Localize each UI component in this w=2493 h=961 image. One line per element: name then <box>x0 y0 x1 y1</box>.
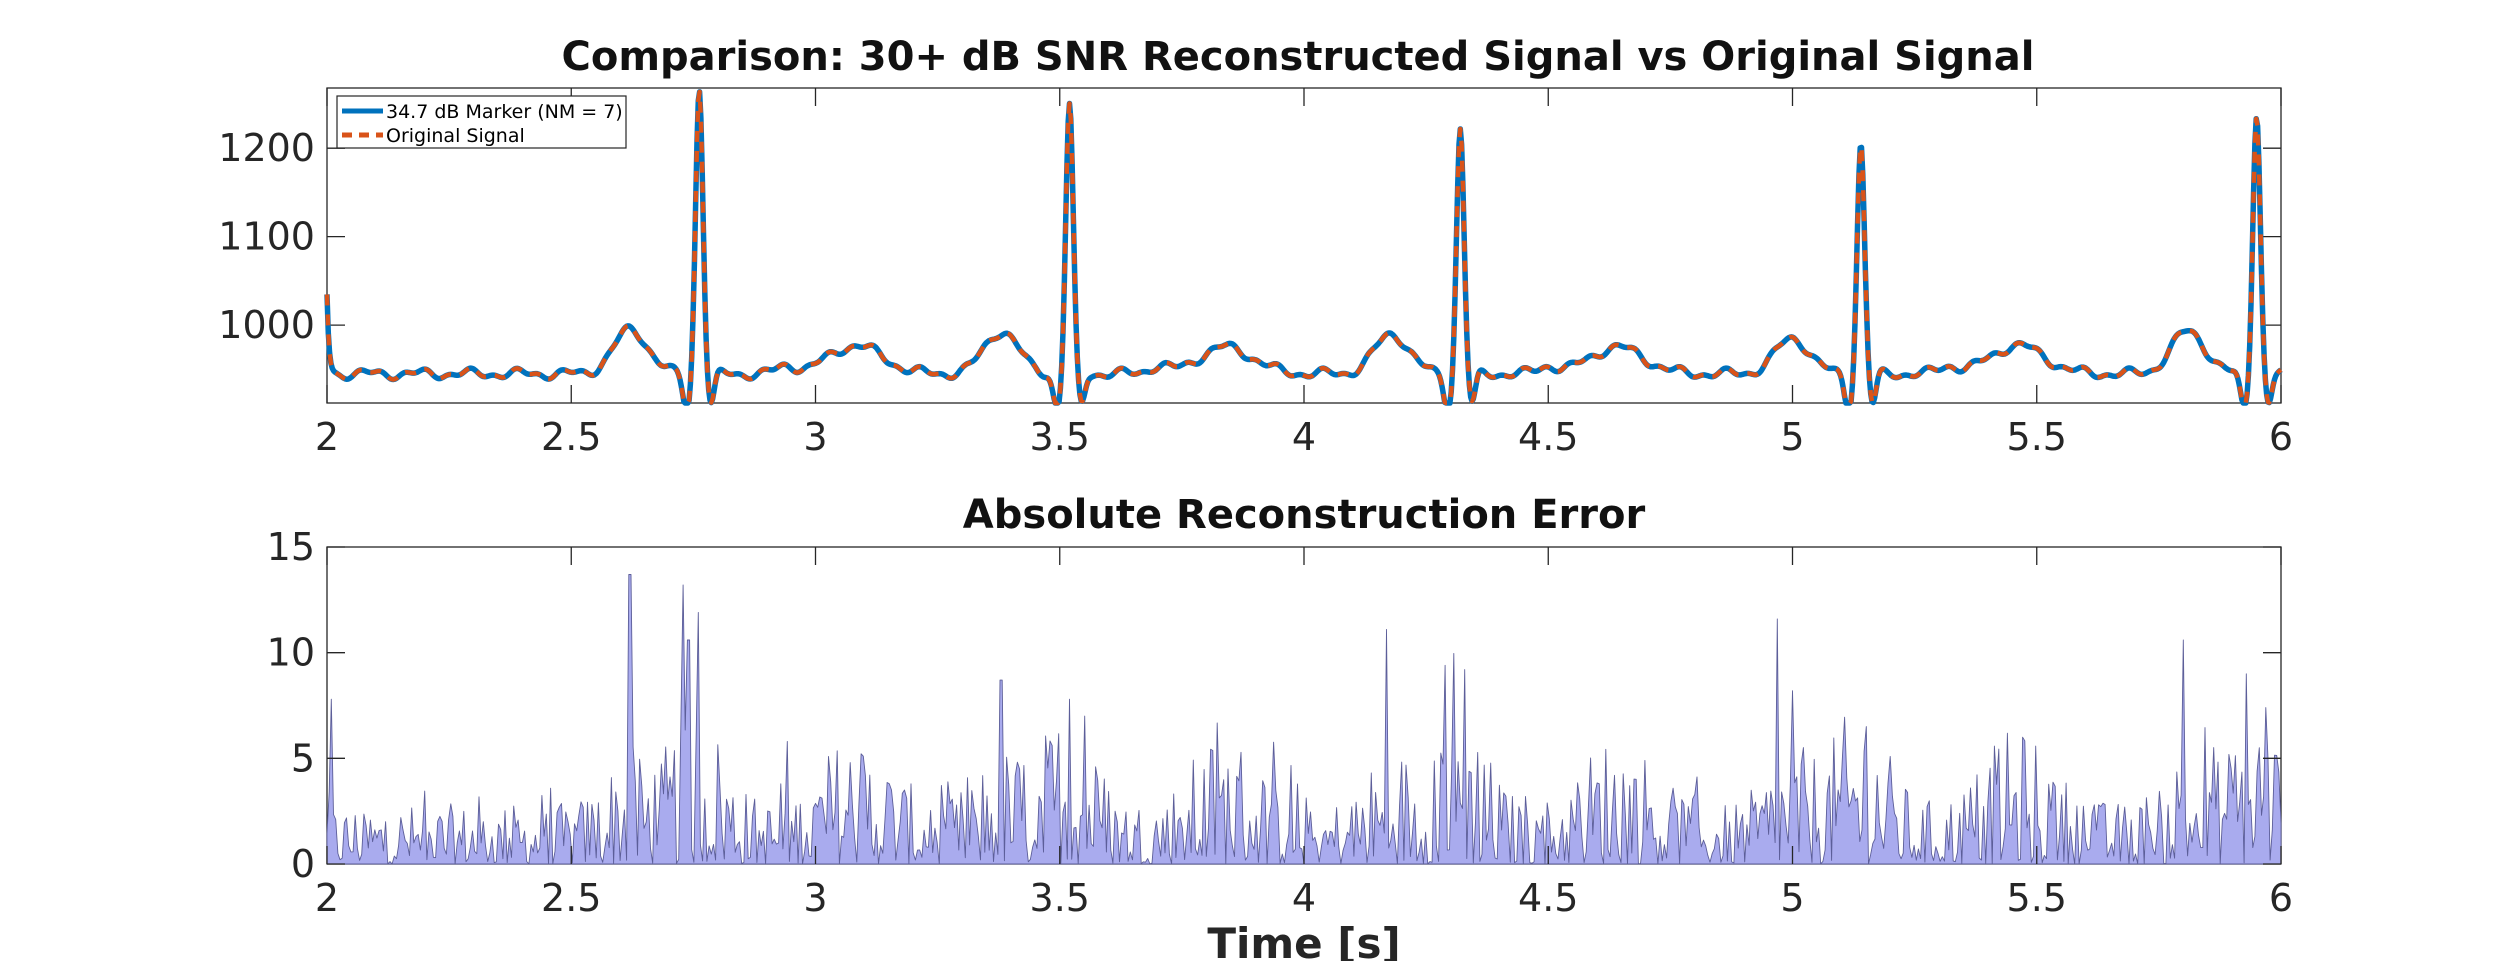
y-tick-label: 10 <box>267 631 315 675</box>
x-tick-label: 3 <box>803 415 827 459</box>
x-tick-label: 2 <box>315 415 339 459</box>
x-tick-label: 5 <box>1780 876 1804 920</box>
signal-comparison-chart: Comparison: 30+ dB SNR Reconstructed Sig… <box>218 34 2293 459</box>
x-tick-label: 5.5 <box>2007 415 2067 459</box>
error-area <box>326 574 2282 865</box>
x-tick-label: 5.5 <box>2007 876 2067 920</box>
legend-box <box>336 95 627 149</box>
plot-area <box>326 546 2282 865</box>
legend: 34.7 dB Marker (NM = 7) Original Signal <box>336 95 627 149</box>
y-tick-label: 15 <box>267 525 315 569</box>
series-lines <box>324 89 2283 406</box>
x-tick-label: 3.5 <box>1030 876 1090 920</box>
x-tick-label: 6 <box>2269 876 2293 920</box>
error-area-fill <box>326 574 2282 865</box>
x-tick-label: 4 <box>1292 415 1316 459</box>
chart-title: Comparison: 30+ dB SNR Reconstructed Sig… <box>562 34 2035 80</box>
x-tick-label: 4 <box>1292 876 1316 920</box>
y-tick-label: 5 <box>291 736 315 780</box>
x-tick-label: 4.5 <box>1518 415 1578 459</box>
x-tick-label: 2.5 <box>541 876 601 920</box>
series-line-original <box>324 89 2283 406</box>
chart-title: Absolute Reconstruction Error <box>963 492 1646 538</box>
y-tick-label: 1000 <box>218 303 315 347</box>
x-tick-label: 3 <box>803 876 827 920</box>
x-tick-label: 2 <box>315 876 339 920</box>
y-axis: 1000 1100 1200 <box>218 126 2281 347</box>
x-tick-label: 5 <box>1780 415 1804 459</box>
y-tick-label: 1100 <box>218 215 315 259</box>
x-tick-label: 3.5 <box>1030 415 1090 459</box>
legend-label-original: Original Signal <box>386 125 525 147</box>
x-axis: 2 2.5 3 3.5 4 4.5 5 5.5 6 <box>315 88 2293 459</box>
reconstruction-error-chart: Absolute Reconstruction Error 0 5 10 15 2 2.… <box>267 492 2293 961</box>
x-axis: 2 2.5 3 3.5 4 4.5 5 5.5 6 <box>315 547 2293 920</box>
y-tick-label: 0 <box>291 842 315 886</box>
x-tick-label: 2.5 <box>541 415 601 459</box>
y-axis: 0 5 10 15 <box>267 525 2281 886</box>
x-tick-label: 6 <box>2269 415 2293 459</box>
x-axis-label: Time [s] <box>1207 919 1400 961</box>
y-tick-label: 1200 <box>218 126 315 170</box>
x-tick-label: 4.5 <box>1518 876 1578 920</box>
legend-label-reconstructed: 34.7 dB Marker (NM = 7) <box>386 101 623 123</box>
